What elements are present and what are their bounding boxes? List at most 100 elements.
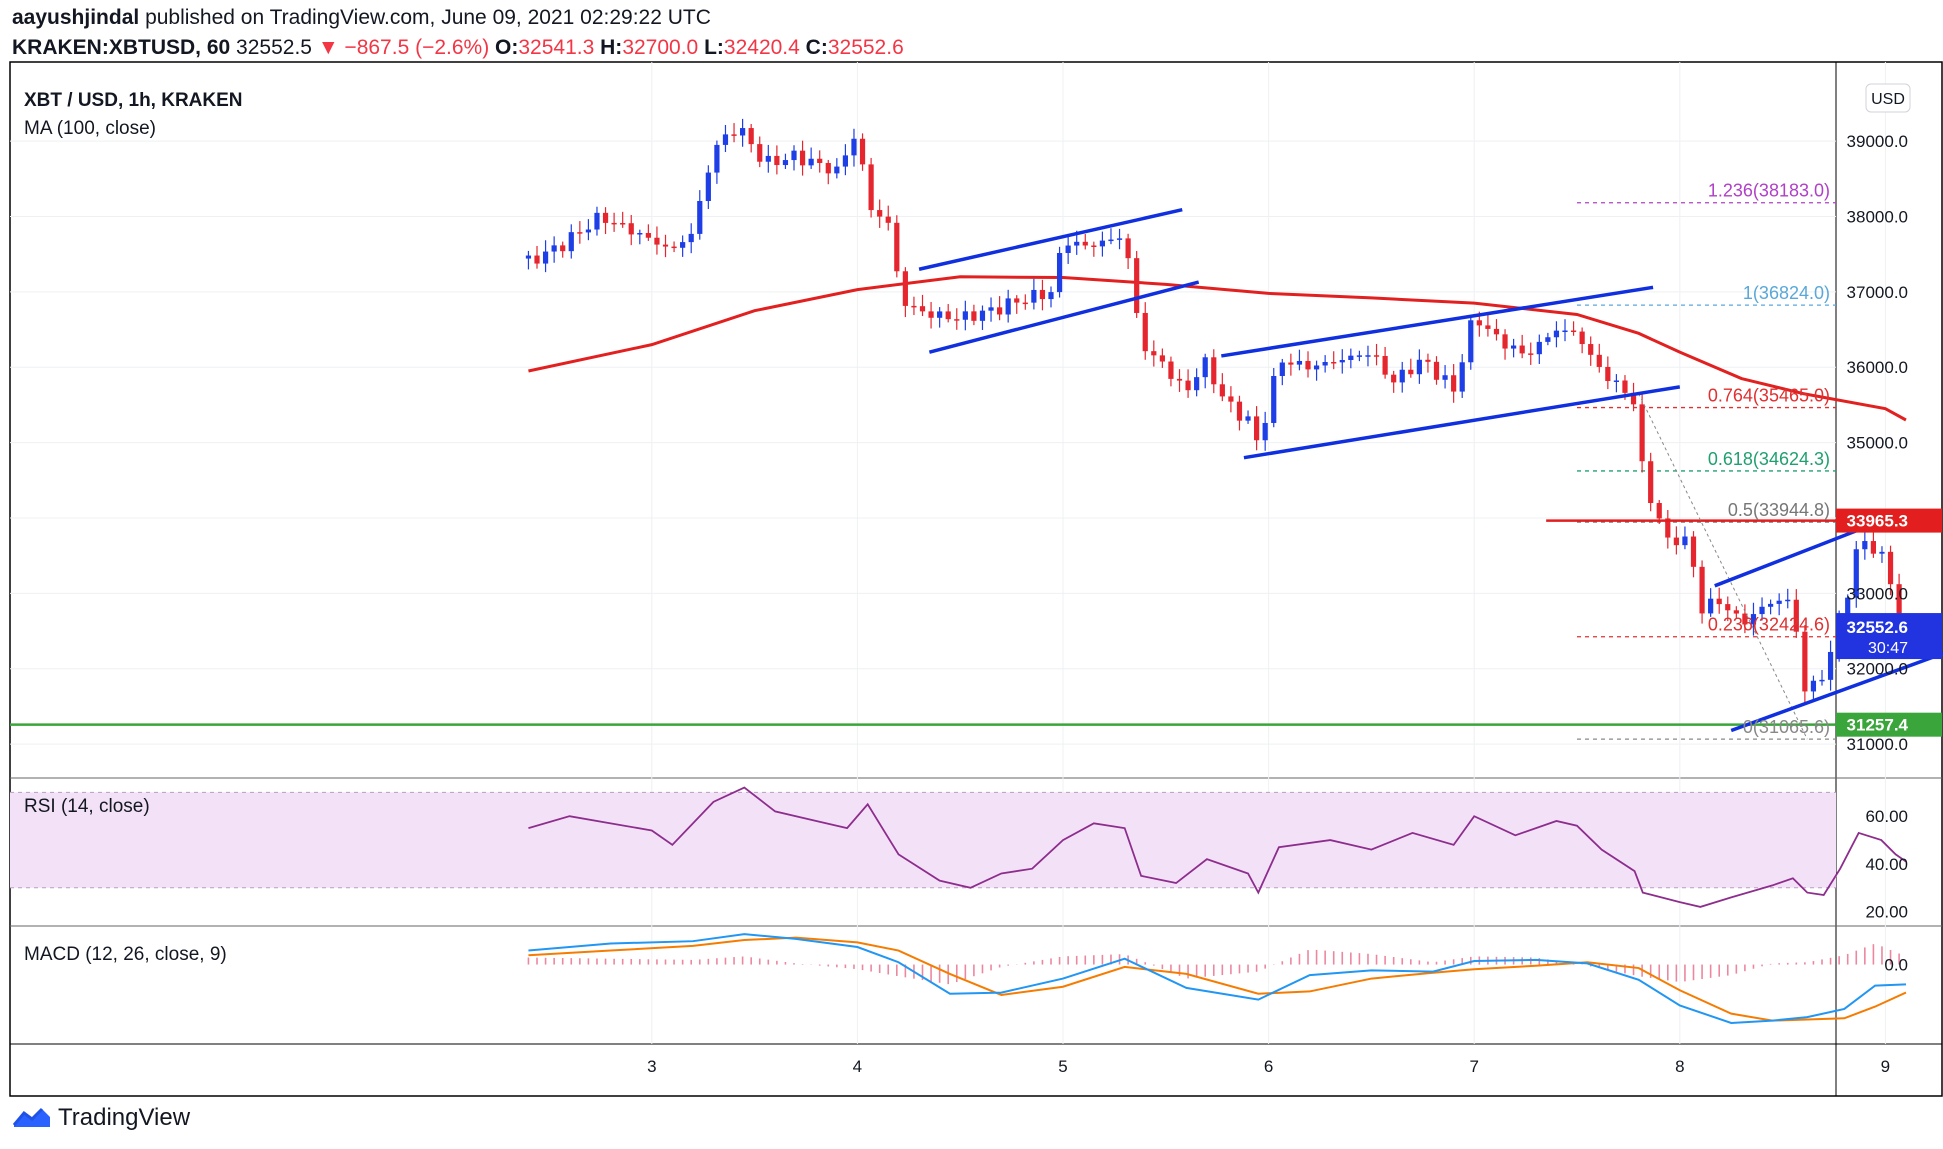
channel-1-upper[interactable] <box>918 208 1183 271</box>
candle-body[interactable] <box>1793 599 1799 632</box>
candle-body[interactable] <box>577 232 583 234</box>
candle-body[interactable] <box>1279 362 1285 376</box>
candle-body[interactable] <box>525 255 532 259</box>
candle-body[interactable] <box>1322 361 1328 366</box>
candle-body[interactable] <box>1108 239 1114 242</box>
candle-body[interactable] <box>1845 597 1851 620</box>
candle-body[interactable] <box>1254 416 1260 441</box>
candle-body[interactable] <box>620 223 626 225</box>
candle-body[interactable] <box>1211 357 1217 385</box>
candle-body[interactable] <box>1673 537 1679 546</box>
currency-badge[interactable] <box>1865 83 1911 113</box>
candle-body[interactable] <box>1082 241 1088 246</box>
macd-pane[interactable] <box>527 933 1907 1024</box>
candle-body[interactable] <box>937 311 943 318</box>
candle-body[interactable] <box>868 164 874 211</box>
candle-body[interactable] <box>1656 503 1662 519</box>
candle-body[interactable] <box>962 311 968 320</box>
candle-body[interactable] <box>1399 369 1405 383</box>
candle-body[interactable] <box>534 255 540 264</box>
candle-body[interactable] <box>1091 245 1097 247</box>
candle-body[interactable] <box>1245 416 1251 421</box>
candle-body[interactable] <box>1725 604 1731 611</box>
candle-body[interactable] <box>1511 345 1517 349</box>
candle-body[interactable] <box>1134 258 1140 313</box>
candle-body[interactable] <box>919 306 926 312</box>
candle-body[interactable] <box>774 155 780 166</box>
candle-body[interactable] <box>971 311 977 321</box>
candle-body[interactable] <box>1545 337 1551 342</box>
candle-body[interactable] <box>1056 252 1063 293</box>
candle-body[interactable] <box>1733 610 1739 614</box>
candle-body[interactable] <box>1750 614 1757 625</box>
candle-body[interactable] <box>594 212 600 230</box>
candle-body[interactable] <box>1570 330 1577 333</box>
candle-body[interactable] <box>1365 355 1371 357</box>
candle-body[interactable] <box>1065 245 1071 253</box>
candle-body[interactable] <box>1262 422 1268 441</box>
candle-body[interactable] <box>1622 380 1628 393</box>
candle-body[interactable] <box>1690 536 1697 567</box>
candle-body[interactable] <box>1142 312 1148 352</box>
candle-body[interactable] <box>1194 377 1200 391</box>
candle-body[interactable] <box>1125 238 1131 259</box>
candle-body[interactable] <box>1648 461 1654 504</box>
candle-body[interactable] <box>997 307 1003 315</box>
candle-body[interactable] <box>1408 369 1414 375</box>
candle-body[interactable] <box>834 166 840 174</box>
candle-body[interactable] <box>1288 362 1294 365</box>
candle-body[interactable] <box>1074 241 1080 246</box>
candle-body[interactable] <box>1579 331 1585 345</box>
candle-body[interactable] <box>1442 375 1448 380</box>
candle-body[interactable] <box>1391 374 1397 383</box>
candle-body[interactable] <box>1699 566 1705 614</box>
candle-body[interactable] <box>1810 680 1817 692</box>
channel-2-lower[interactable] <box>1243 385 1681 460</box>
candle-body[interactable] <box>611 222 617 225</box>
candle-body[interactable] <box>954 319 960 321</box>
candle-body[interactable] <box>1271 375 1277 423</box>
candle-body[interactable] <box>1476 320 1482 326</box>
candle-body[interactable] <box>877 210 883 217</box>
candle-body[interactable] <box>671 246 677 249</box>
candle-body[interactable] <box>1228 396 1234 402</box>
candle-body[interactable] <box>637 232 643 235</box>
candle-body[interactable] <box>645 232 651 238</box>
candle-body[interactable] <box>1553 330 1560 338</box>
candle-body[interactable] <box>1202 357 1208 378</box>
candle-body[interactable] <box>1468 320 1474 363</box>
candle-body[interactable] <box>1605 366 1611 382</box>
candle-body[interactable] <box>911 305 917 308</box>
candle-body[interactable] <box>765 155 771 162</box>
price-pane[interactable] <box>10 118 1943 740</box>
candle-body[interactable] <box>928 311 934 318</box>
candle-body[interactable] <box>979 310 986 321</box>
candle-body[interactable] <box>1562 330 1568 333</box>
candle-body[interactable] <box>1785 599 1791 602</box>
candle-body[interactable] <box>817 158 823 163</box>
candle-body[interactable] <box>885 216 891 223</box>
candle-body[interactable] <box>560 245 566 252</box>
candle-body[interactable] <box>1382 355 1388 375</box>
macd-signal-line[interactable] <box>528 936 1907 1022</box>
candle-body[interactable] <box>654 237 660 245</box>
candle-body[interactable] <box>568 232 574 252</box>
candle-body[interactable] <box>1296 360 1303 365</box>
candle-body[interactable] <box>1485 325 1491 329</box>
candle-body[interactable] <box>602 212 609 223</box>
candle-body[interactable] <box>1451 375 1457 392</box>
candle-body[interactable] <box>1613 380 1620 382</box>
candle-body[interactable] <box>1768 603 1774 607</box>
candle-body[interactable] <box>697 201 703 234</box>
candle-body[interactable] <box>1819 679 1825 682</box>
candle-body[interactable] <box>1639 404 1645 462</box>
candle-body[interactable] <box>1014 298 1020 303</box>
candle-body[interactable] <box>1039 289 1046 300</box>
candle-body[interactable] <box>1022 302 1028 305</box>
candle-body[interactable] <box>791 150 797 161</box>
candle-body[interactable] <box>1596 354 1602 367</box>
candle-body[interactable] <box>1528 353 1534 355</box>
candle-body[interactable] <box>1827 651 1834 680</box>
candle-body[interactable] <box>722 134 729 145</box>
